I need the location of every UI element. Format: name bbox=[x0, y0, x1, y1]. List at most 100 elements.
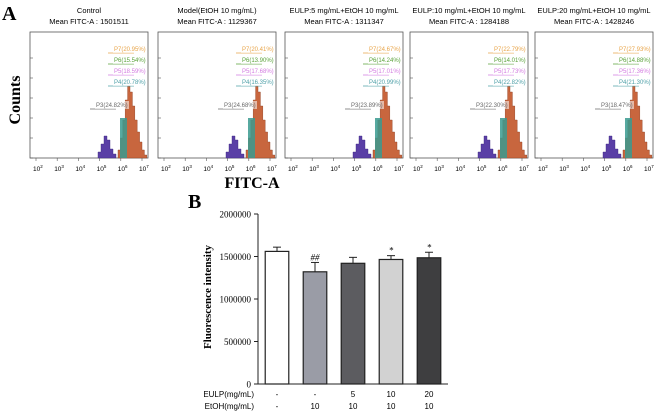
x-tick-exponent: 4 bbox=[338, 164, 341, 169]
y-tick-label: 1000000 bbox=[220, 295, 252, 305]
gate-label-bg bbox=[113, 56, 147, 64]
gate-label: P4(22.82%) bbox=[494, 80, 526, 86]
x-tick-exponent: 2 bbox=[420, 164, 423, 169]
gate-label: P6(13.90%) bbox=[242, 58, 274, 64]
x-tick-label: 103 bbox=[54, 164, 64, 173]
x-tick-exponent: 6 bbox=[125, 164, 128, 169]
etoh-value: 10 bbox=[311, 402, 320, 411]
gate-label-bg bbox=[241, 45, 275, 53]
panel-a-xlabel: FITC-A bbox=[224, 175, 280, 192]
gate-label-bg bbox=[475, 101, 509, 109]
panel-b-letter: B bbox=[188, 191, 201, 213]
y-tick-label: 0 bbox=[247, 380, 252, 390]
histogram-low-peak bbox=[97, 135, 117, 159]
x-tick-exponent: 5 bbox=[609, 164, 612, 169]
gate-label-bg bbox=[113, 67, 147, 75]
x-tick-label: 105 bbox=[97, 164, 107, 173]
gate-label: P7(24.67%) bbox=[369, 47, 401, 53]
gate-label: P3(24.68%) bbox=[224, 103, 256, 109]
x-tick-exponent: 3 bbox=[441, 164, 444, 169]
gate-label: P7(22.79%) bbox=[494, 47, 526, 53]
x-tick-exponent: 4 bbox=[463, 164, 466, 169]
gate-label: P5(17.68%) bbox=[242, 69, 274, 75]
etoh-value: 10 bbox=[425, 402, 434, 411]
plot-frame bbox=[534, 31, 654, 159]
x-tick-label: 102 bbox=[33, 164, 43, 173]
x-tick-label: 102 bbox=[161, 164, 171, 173]
plot-title: EULP:10 mg/mL+EtOH 10 mg/mL bbox=[412, 6, 525, 15]
etoh-value: 10 bbox=[387, 402, 396, 411]
x-tick-exponent: 7 bbox=[146, 164, 149, 169]
gate-label-bg bbox=[600, 101, 634, 109]
x-tick-label: 104 bbox=[330, 164, 340, 173]
x-tick-label: 102 bbox=[538, 164, 548, 173]
histogram-mid-band bbox=[375, 118, 382, 158]
gate-label-bg bbox=[493, 56, 527, 64]
plot-title: Model(EtOH 10 mg/mL) bbox=[177, 6, 257, 15]
gate-label: P4(21.30%) bbox=[619, 80, 651, 86]
x-tick-exponent: 5 bbox=[104, 164, 107, 169]
bar-5 bbox=[416, 257, 442, 385]
significance-mark: * bbox=[389, 246, 394, 256]
etoh-value: 10 bbox=[349, 402, 358, 411]
x-tick-label: 105 bbox=[602, 164, 612, 173]
x-tick-exponent: 2 bbox=[40, 164, 43, 169]
gate-label-bg bbox=[618, 78, 652, 86]
y-tick-label: 500000 bbox=[224, 337, 252, 347]
histogram-plot-2: Model(EtOH 10 mg/mL) Mean FITC-A : 112936… bbox=[157, 6, 277, 173]
x-tick-exponent: 7 bbox=[651, 164, 654, 169]
gate-label: P6(14.01%) bbox=[494, 58, 526, 64]
gate-label: P4(20.78%) bbox=[114, 80, 146, 86]
histogram-plot-4: EULP:10 mg/mL+EtOH 10 mg/mL Mean FITC-A :… bbox=[409, 6, 529, 173]
gate-label-bg bbox=[241, 56, 275, 64]
plot-title: EULP:5 mg/mL+EtOH 10 mg/mL bbox=[290, 6, 399, 15]
gate-label: P7(20.41%) bbox=[242, 47, 274, 53]
x-tick-exponent: 6 bbox=[630, 164, 633, 169]
row-label-etoh: EtOH(mg/mL) bbox=[205, 402, 255, 411]
eulp-value: 20 bbox=[425, 390, 434, 399]
x-tick-exponent: 2 bbox=[295, 164, 298, 169]
x-tick-label: 106 bbox=[118, 164, 128, 173]
x-tick-exponent: 5 bbox=[484, 164, 487, 169]
gate-label-bg bbox=[113, 78, 147, 86]
gate-label: P3(24.82%) bbox=[96, 103, 128, 109]
significance-mark: ## bbox=[311, 252, 321, 262]
panel-a-letter: A bbox=[2, 3, 17, 25]
x-tick-exponent: 7 bbox=[401, 164, 404, 169]
x-tick-label: 107 bbox=[394, 164, 404, 173]
x-tick-exponent: 2 bbox=[545, 164, 548, 169]
x-tick-label: 103 bbox=[309, 164, 319, 173]
histogram-low-peak bbox=[477, 135, 497, 159]
gate-label-bg bbox=[493, 67, 527, 75]
plot-frame bbox=[157, 31, 277, 159]
x-tick-label: 107 bbox=[139, 164, 149, 173]
panel-b-condition-table: - - - 10 5 10 10 10 20 10 EULP(mg/mL) EtOH(mg/mL) bbox=[203, 390, 434, 411]
eulp-value: - bbox=[276, 390, 279, 399]
plot-title: Control bbox=[77, 6, 102, 15]
histogram-plot-1: Control Mean FITC-A : 1501511 102 103 104 105… bbox=[29, 6, 149, 173]
gate-label-bg bbox=[368, 56, 402, 64]
x-tick-exponent: 4 bbox=[211, 164, 214, 169]
histogram-mid-band bbox=[500, 118, 507, 158]
bar-4 bbox=[378, 258, 404, 385]
x-tick-exponent: 3 bbox=[566, 164, 569, 169]
gate-label: P5(17.36%) bbox=[619, 69, 651, 75]
bar-3 bbox=[340, 262, 366, 385]
gate-label-bg bbox=[368, 78, 402, 86]
plot-title: EULP:20 mg/mL+EtOH 10 mg/mL bbox=[537, 6, 650, 15]
plot-frame bbox=[29, 31, 149, 159]
x-tick-exponent: 3 bbox=[316, 164, 319, 169]
x-tick-label: 106 bbox=[373, 164, 383, 173]
eulp-value: 10 bbox=[387, 390, 396, 399]
row-label-eulp: EULP(mg/mL) bbox=[203, 390, 254, 399]
x-tick-exponent: 3 bbox=[61, 164, 64, 169]
x-tick-exponent: 7 bbox=[526, 164, 529, 169]
x-tick-exponent: 7 bbox=[274, 164, 277, 169]
gate-label-bg bbox=[223, 101, 257, 109]
gate-label: P3(23.89%) bbox=[351, 103, 383, 109]
x-tick-label: 102 bbox=[288, 164, 298, 173]
gate-label-bg bbox=[618, 56, 652, 64]
x-tick-label: 104 bbox=[455, 164, 465, 173]
gate-label: P3(18.47%) bbox=[601, 103, 633, 109]
x-tick-label: 104 bbox=[580, 164, 590, 173]
